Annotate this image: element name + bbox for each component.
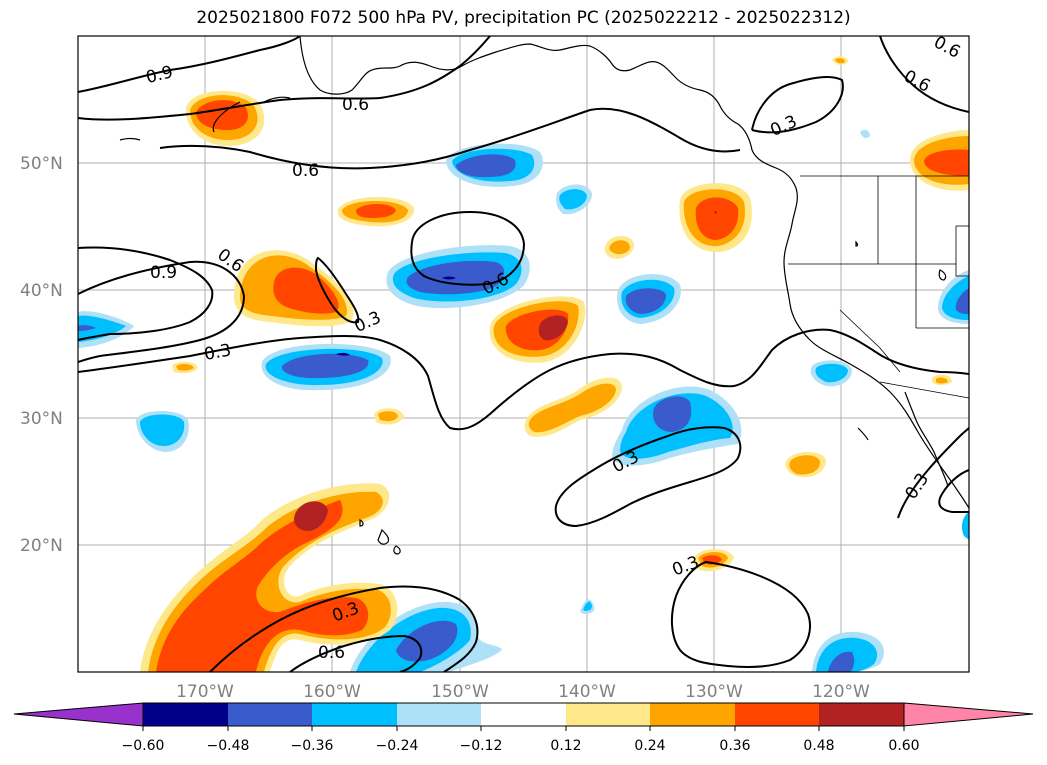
contour-label: 0.6 — [342, 95, 369, 115]
pos-blob-bc-east — [910, 130, 969, 191]
pv-contour-03-baja — [897, 427, 969, 519]
colorbar-tick-label: 0.36 — [719, 738, 750, 754]
pv-contour-09-west — [78, 246, 214, 341]
colorbar-tick-label: −0.12 — [460, 738, 503, 754]
colorbar-under-arrow — [13, 702, 144, 727]
neg-blob-east-edge-south — [961, 512, 969, 540]
pv-contour-03-loop — [314, 256, 360, 324]
neg-blob-west-30n — [136, 411, 189, 452]
contour-label: 0.3 — [203, 341, 233, 365]
pos-blob-north-central — [337, 196, 415, 227]
pv-contour-06-loop — [410, 210, 526, 286]
pv-contour-06-north — [78, 36, 491, 121]
colorbar-bin — [228, 703, 312, 726]
pv-contour-03-sw — [289, 634, 423, 672]
neg-blob-small-north — [556, 184, 592, 215]
pv-contour-06-west — [78, 260, 246, 363]
colorbar-bin — [735, 703, 819, 726]
pv-contour-03-south — [554, 426, 742, 528]
colorbar-tick-label: −0.48 — [207, 738, 250, 754]
colorbar: −0.60 −0.48 −0.36 −0.24 −0.12 0.12 0.24 … — [13, 702, 1034, 754]
pv-contour-09-north — [78, 36, 301, 93]
lon-label: 120°W — [812, 682, 870, 702]
lon-label: 150°W — [431, 682, 489, 702]
neg-blob-bc-coast — [860, 129, 870, 139]
lon-label: 160°W — [303, 682, 361, 702]
colorbar-bin — [143, 703, 228, 726]
neg-blob-se-15n — [812, 631, 884, 672]
colorbar-bin — [397, 703, 481, 726]
neg-blob-east-edge — [938, 270, 969, 324]
neg-blob-central — [386, 245, 530, 309]
neg-blob-east-central — [616, 274, 681, 324]
colorbar-tick-label: −0.24 — [376, 738, 419, 754]
colorbar-tick-label: 0.12 — [550, 738, 581, 754]
pv-contour-03-southeast — [670, 560, 811, 669]
coastlines — [119, 36, 969, 555]
colorbar-bin — [650, 703, 735, 726]
lon-label: 130°W — [685, 682, 743, 702]
map-frame — [77, 35, 970, 673]
neg-blob-gulf-north — [446, 143, 543, 187]
pv-contour-06-mid — [159, 107, 741, 170]
contour-label: 0.6 — [292, 161, 319, 181]
lon-label: 140°W — [558, 682, 616, 702]
neg-blob-far-west — [78, 311, 134, 348]
colorbar-tick-label: −0.36 — [291, 738, 334, 754]
lat-label: 20°N — [20, 536, 63, 556]
map-title: 2025021800 F072 500 hPa PV, precipitatio… — [196, 8, 851, 28]
pv-contour-03-west — [78, 328, 969, 431]
colorbar-bin — [819, 703, 904, 726]
pos-blob-tiny-34n — [172, 361, 198, 374]
lon-axis-labels: 170°W 160°W 150°W 140°W 130°W 120°W — [176, 682, 870, 702]
pos-blob-west-40n — [234, 250, 354, 327]
lat-axis-labels: 50°N 40°N 30°N 20°N — [20, 154, 63, 556]
colorbar-tick-label: −0.60 — [122, 738, 165, 754]
precip-positive-blobs — [140, 56, 969, 672]
lon-label: 170°W — [176, 682, 234, 702]
political-boundaries — [788, 175, 969, 399]
lat-label: 30°N — [20, 409, 63, 429]
neg-blob-small-spike — [580, 599, 595, 614]
pv-contour-06-ne — [879, 36, 969, 113]
pos-blob-central-37n — [489, 296, 586, 363]
colorbar-tick-label: 0.60 — [888, 738, 919, 754]
pv-contour-06-sw — [209, 585, 479, 672]
neg-blob-west-35n — [261, 343, 391, 391]
contour-label: 0.6 — [318, 643, 345, 663]
pos-blob-central-30n — [524, 377, 622, 437]
pos-blob-sw-hawaii — [140, 483, 398, 672]
colorbar-tick-label: 0.24 — [634, 738, 665, 754]
pv-contour-03-baja-loop — [938, 469, 969, 514]
contour-label: 0.9 — [150, 263, 177, 283]
pos-blob-ne-45n — [679, 183, 752, 253]
colorbar-over-arrow — [903, 702, 1034, 727]
precip-negative-blobs — [78, 129, 969, 672]
lat-label: 40°N — [20, 281, 63, 301]
lat-label: 50°N — [20, 154, 63, 174]
colorbar-tick-label: 0.48 — [803, 738, 834, 754]
neg-blob-baja-offshore — [810, 360, 852, 387]
pv-contours — [78, 36, 969, 672]
pos-blob-small-42n — [604, 236, 634, 259]
pos-blob-tiny-nw-bc — [832, 56, 848, 65]
colorbar-bin — [481, 703, 566, 726]
pos-blob-tiny-east-34n — [932, 374, 952, 385]
colorbar-bin — [312, 703, 397, 726]
colorbar-bin — [566, 703, 650, 726]
pos-blob-baja-30n — [785, 451, 826, 478]
pos-blob-tiny-32n — [374, 408, 404, 425]
pv-contour-03-bc — [751, 76, 844, 134]
